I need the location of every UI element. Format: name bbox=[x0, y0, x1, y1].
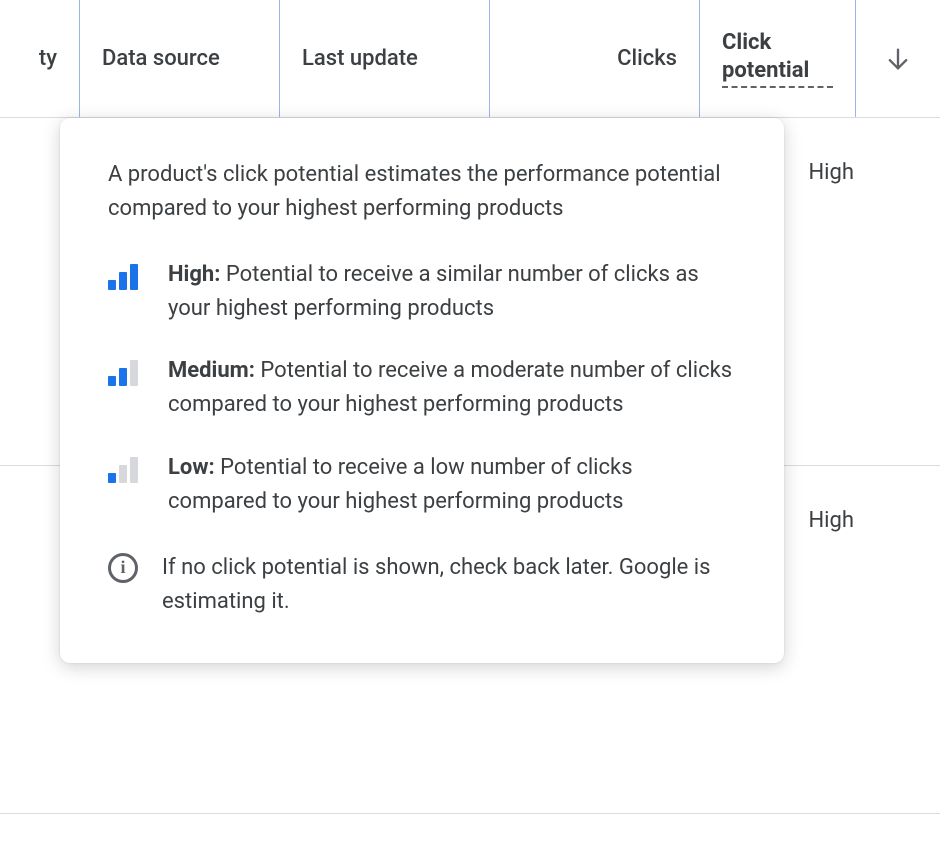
table-header: ty Data source Last update Clicks Click … bbox=[0, 0, 940, 118]
column-header-last-update[interactable]: Last update bbox=[280, 0, 490, 117]
tooltip-level-text: Medium: Potential to receive a moderate … bbox=[168, 354, 736, 422]
tooltip-level-high: High: Potential to receive a similar num… bbox=[108, 258, 736, 326]
column-label: Click potential bbox=[722, 29, 833, 88]
info-icon: i bbox=[108, 553, 138, 583]
column-label: Data source bbox=[102, 46, 220, 71]
level-label: Medium: bbox=[168, 358, 255, 383]
column-header-click-potential[interactable]: Click potential bbox=[700, 0, 856, 117]
column-header-data-source[interactable]: Data source bbox=[80, 0, 280, 117]
level-description: Potential to receive a similar number of… bbox=[168, 262, 699, 321]
tooltip-level-low: Low: Potential to receive a low number o… bbox=[108, 451, 736, 519]
bars-high-icon bbox=[108, 258, 144, 326]
column-header-ty[interactable]: ty bbox=[0, 0, 80, 117]
tooltip-level-text: Low: Potential to receive a low number o… bbox=[168, 451, 736, 519]
click-potential-tooltip: A product's click potential estimates th… bbox=[60, 118, 784, 663]
column-label: ty bbox=[39, 46, 57, 71]
level-label: High: bbox=[168, 262, 220, 287]
column-label: Clicks bbox=[617, 46, 677, 71]
cell-click-potential: High bbox=[808, 160, 854, 185]
tooltip-level-text: High: Potential to receive a similar num… bbox=[168, 258, 736, 326]
column-sort-indicator[interactable] bbox=[856, 0, 940, 117]
tooltip-note-text: If no click potential is shown, check ba… bbox=[162, 551, 736, 619]
bars-low-icon bbox=[108, 451, 144, 519]
tooltip-intro: A product's click potential estimates th… bbox=[108, 158, 736, 226]
bars-medium-icon bbox=[108, 354, 144, 422]
level-description: Potential to receive a low number of cli… bbox=[168, 455, 633, 514]
arrow-down-icon bbox=[884, 45, 912, 73]
tooltip-note: i If no click potential is shown, check … bbox=[108, 551, 736, 619]
level-label: Low: bbox=[168, 455, 215, 480]
tooltip-level-medium: Medium: Potential to receive a moderate … bbox=[108, 354, 736, 422]
cell-click-potential: High bbox=[808, 508, 854, 533]
column-header-clicks[interactable]: Clicks bbox=[490, 0, 700, 117]
column-label: Last update bbox=[302, 46, 418, 71]
